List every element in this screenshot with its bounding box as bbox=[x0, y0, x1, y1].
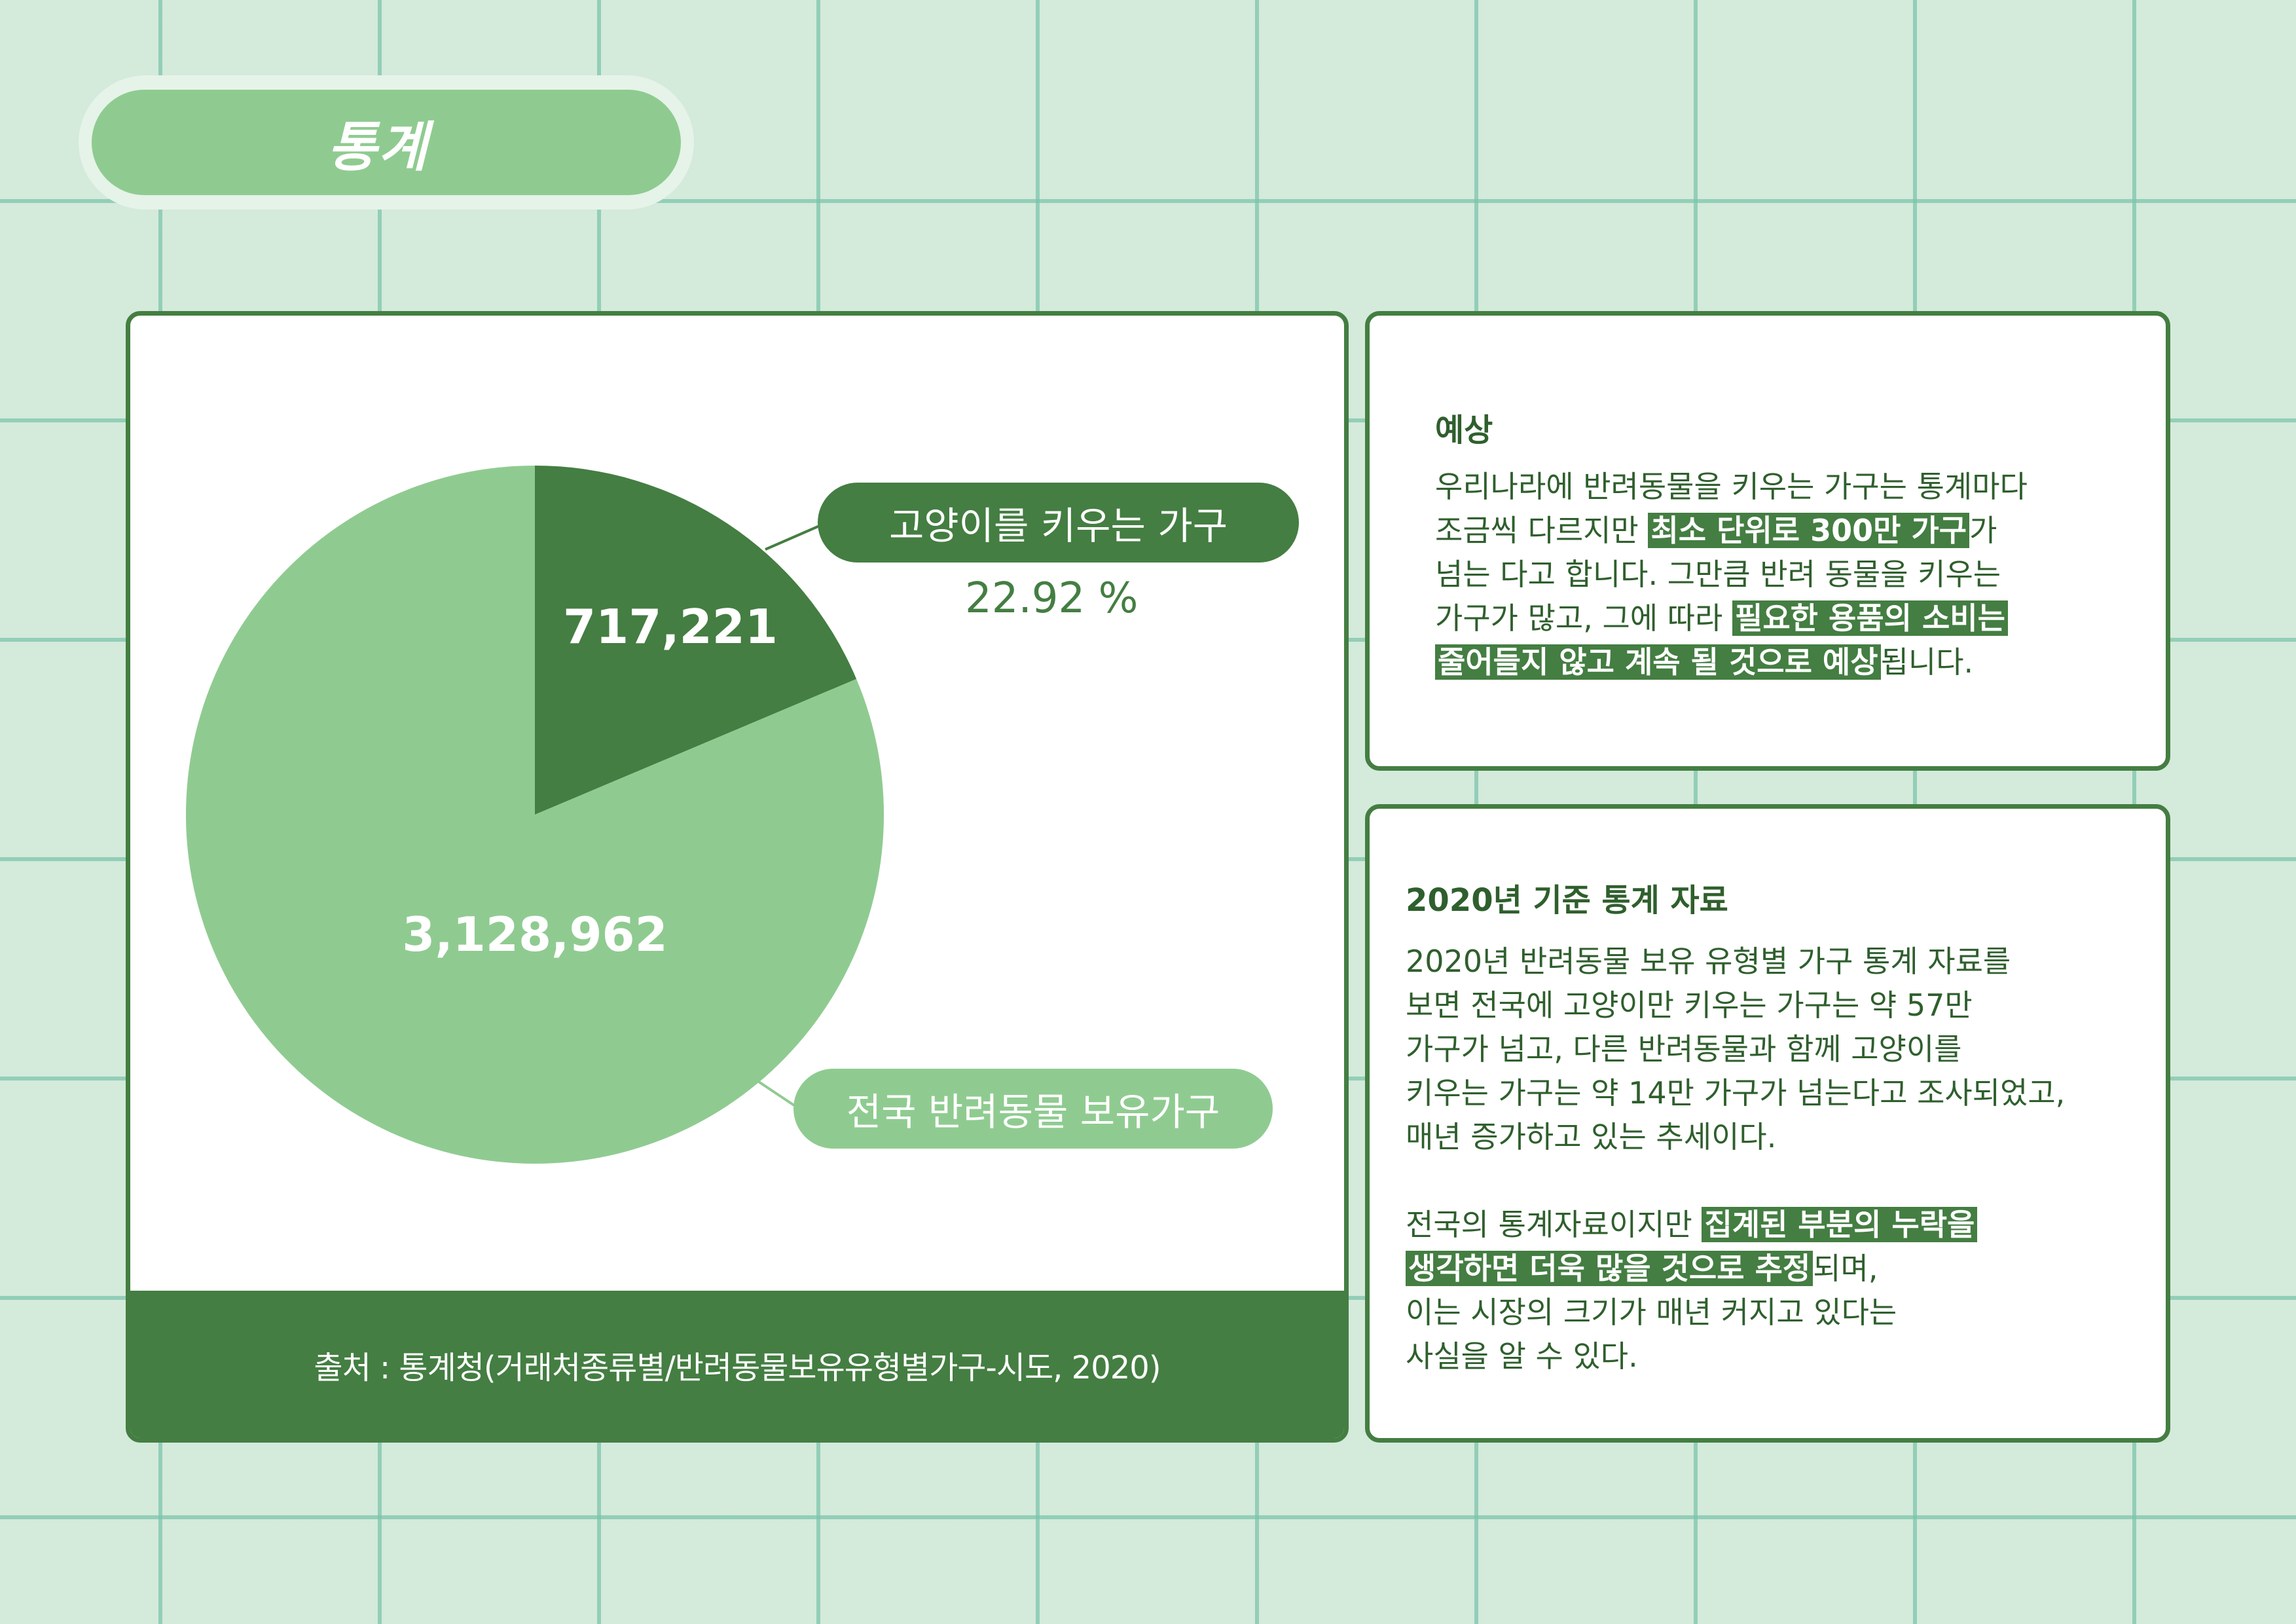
stats-text: 가구가 넘고, 다른 반려동물과 함께 고양이를 bbox=[1406, 1031, 1962, 1067]
forecast-text: 우리나라에 반려동물을 키우는 가구는 통계마다 bbox=[1435, 469, 2028, 504]
legend-pill-cat: 고양이를 키우는 가구 bbox=[818, 483, 1299, 563]
slice-value-label-cat: 717,221 bbox=[563, 599, 778, 654]
stats-text: 키우는 가구는 약 14만 가구가 넘는다고 조사되었고, bbox=[1406, 1075, 2066, 1111]
forecast-text: 가구가 많고, 그에 따라 bbox=[1435, 600, 1732, 636]
stats-line: 전국의 통계자료이지만 집계된 부분의 누락을 bbox=[1406, 1203, 2065, 1247]
forecast-highlight: 필요한 용품의 소비는 bbox=[1732, 600, 2008, 636]
stats-highlight: 생각하면 더욱 많을 것으로 추정 bbox=[1406, 1251, 1813, 1286]
cat-percent: 22.92 % bbox=[965, 574, 1139, 623]
stats-text: 2020년 반려동물 보유 유형별 가구 통계 자료를 bbox=[1406, 944, 2011, 979]
pie-slice-1 bbox=[186, 466, 884, 1164]
stats-line: 2020년 반려동물 보유 유형별 가구 통계 자료를 bbox=[1406, 940, 2065, 984]
stats-text: 사실을 알 수 있다. bbox=[1406, 1338, 1638, 1374]
nat-leader-line bbox=[757, 1080, 799, 1109]
forecast-line: 줄어들지 않고 계속 될 것으로 예상됩니다. bbox=[1435, 640, 2028, 684]
stats-text: 매년 증가하고 있는 추세이다. bbox=[1406, 1119, 1777, 1154]
stats-text: 이는 시장의 크기가 매년 커지고 있다는 bbox=[1406, 1295, 1897, 1330]
stats-line: 가구가 넘고, 다른 반려동물과 함께 고양이를 bbox=[1406, 1027, 2065, 1071]
stats-line bbox=[1406, 1159, 2065, 1203]
forecast-text: 넘는 다고 합니다. 그만큼 반려 동물을 키우는 bbox=[1435, 557, 2001, 592]
cat-leader-line bbox=[765, 524, 822, 551]
forecast-highlight: 최소 단위로 300만 가구 bbox=[1648, 513, 1970, 548]
stats-title: 2020년 기준 통계 자료 bbox=[1406, 882, 1728, 919]
stats-text: 되며, bbox=[1813, 1251, 1878, 1286]
legend-label-nat: 전국 반려동물 보유가구 bbox=[846, 1090, 1220, 1134]
legend-label-cat: 고양이를 키우는 가구 bbox=[888, 504, 1228, 548]
stats-card: 2020년 기준 통계 자료 2020년 반려동물 보유 유형별 가구 통계 자… bbox=[1365, 804, 2170, 1443]
forecast-line: 가구가 많고, 그에 따라 필요한 용품의 소비는 bbox=[1435, 597, 2028, 640]
title-pill: 통계 bbox=[92, 90, 681, 195]
stats-line: 사실을 알 수 있다. bbox=[1406, 1335, 2065, 1378]
source-footer: 출처 : 통계청(거래처종류별/반려동물보유유형별가구-시도, 2020) bbox=[130, 1291, 1344, 1438]
forecast-title: 예상 bbox=[1435, 412, 1493, 449]
page-title: 통계 bbox=[327, 117, 429, 179]
source-text: 출처 : 통계청(거래처종류별/반려동물보유유형별가구-시도, 2020) bbox=[314, 1349, 1161, 1386]
pie-slice-0 bbox=[535, 466, 857, 815]
forecast-highlight: 줄어들지 않고 계속 될 것으로 예상 bbox=[1435, 644, 1881, 680]
forecast-line: 우리나라에 반려동물을 키우는 가구는 통계마다 bbox=[1435, 465, 2028, 509]
forecast-text: 가 bbox=[1969, 513, 1997, 548]
pie-chart: 717,221 3,128,962 bbox=[186, 466, 884, 1164]
forecast-text: 됩니다. bbox=[1880, 644, 1974, 680]
forecast-line: 넘는 다고 합니다. 그만큼 반려 동물을 키우는 bbox=[1435, 553, 2028, 597]
stats-highlight: 집계된 부분의 누락을 bbox=[1702, 1207, 1978, 1242]
chart-card: 717,221 3,128,962 고양이를 키우는 가구 22.92 % 전국… bbox=[126, 311, 1349, 1443]
forecast-line: 조금씩 다르지만 최소 단위로 300만 가구가 bbox=[1435, 509, 2028, 553]
title-pill-outline: 통계 bbox=[79, 75, 694, 210]
stats-text: 전국의 통계자료이지만 bbox=[1406, 1207, 1702, 1242]
forecast-text: 조금씩 다르지만 bbox=[1435, 513, 1649, 548]
stats-line: 이는 시장의 크기가 매년 커지고 있다는 bbox=[1406, 1291, 2065, 1335]
slice-value-label-nat: 3,128,962 bbox=[402, 907, 667, 962]
stats-line: 매년 증가하고 있는 추세이다. bbox=[1406, 1115, 2065, 1159]
stats-line: 생각하면 더욱 많을 것으로 추정되며, bbox=[1406, 1247, 2065, 1291]
stats-text: 보면 전국에 고양이만 키우는 가구는 약 57만 bbox=[1406, 987, 1973, 1023]
stats-line: 보면 전국에 고양이만 키우는 가구는 약 57만 bbox=[1406, 984, 2065, 1027]
legend-pill-nat: 전국 반려동물 보유가구 bbox=[793, 1069, 1273, 1149]
stats-line: 키우는 가구는 약 14만 가구가 넘는다고 조사되었고, bbox=[1406, 1071, 2065, 1115]
